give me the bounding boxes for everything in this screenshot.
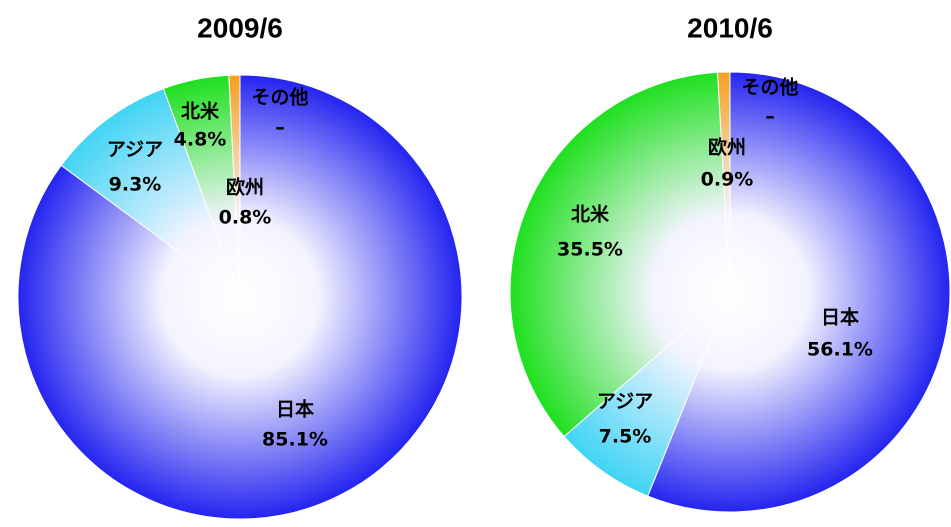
pie-slice	[563, 291, 731, 497]
slice-label: 北米	[571, 203, 610, 226]
slice-label: 日本	[276, 398, 314, 421]
slice-value-label: 4.8%	[174, 129, 227, 151]
slice-value-label: –	[765, 106, 775, 128]
slice-value-label: 0.8%	[219, 207, 272, 229]
pie-slice	[647, 71, 951, 513]
slice-value-label: –	[275, 117, 285, 139]
slice-value-label: 35.5%	[557, 239, 623, 261]
slice-value-label: 0.9%	[701, 169, 754, 191]
slice-value-label: 85.1%	[262, 429, 328, 451]
slice-label: 欧州	[226, 176, 264, 199]
chart-title: 2009/6	[197, 12, 283, 43]
pie-slice	[717, 71, 731, 293]
slice-label: アジア	[597, 391, 653, 413]
slice-label: 北米	[181, 100, 220, 123]
pie-slice	[60, 87, 242, 299]
slice-label: アジア	[107, 139, 163, 161]
slice-value-label: 56.1%	[807, 339, 873, 361]
slice-label: その他	[251, 86, 308, 109]
slice-label: 欧州	[708, 136, 746, 159]
slice-value-label: 7.5%	[599, 426, 652, 448]
slice-label: 日本	[821, 306, 859, 329]
pie-slice	[228, 74, 241, 298]
chart-title: 2010/6	[687, 12, 773, 43]
pie-slice	[509, 71, 731, 438]
slice-label: その他	[741, 76, 798, 99]
slice-value-label: 9.3%	[109, 174, 162, 196]
